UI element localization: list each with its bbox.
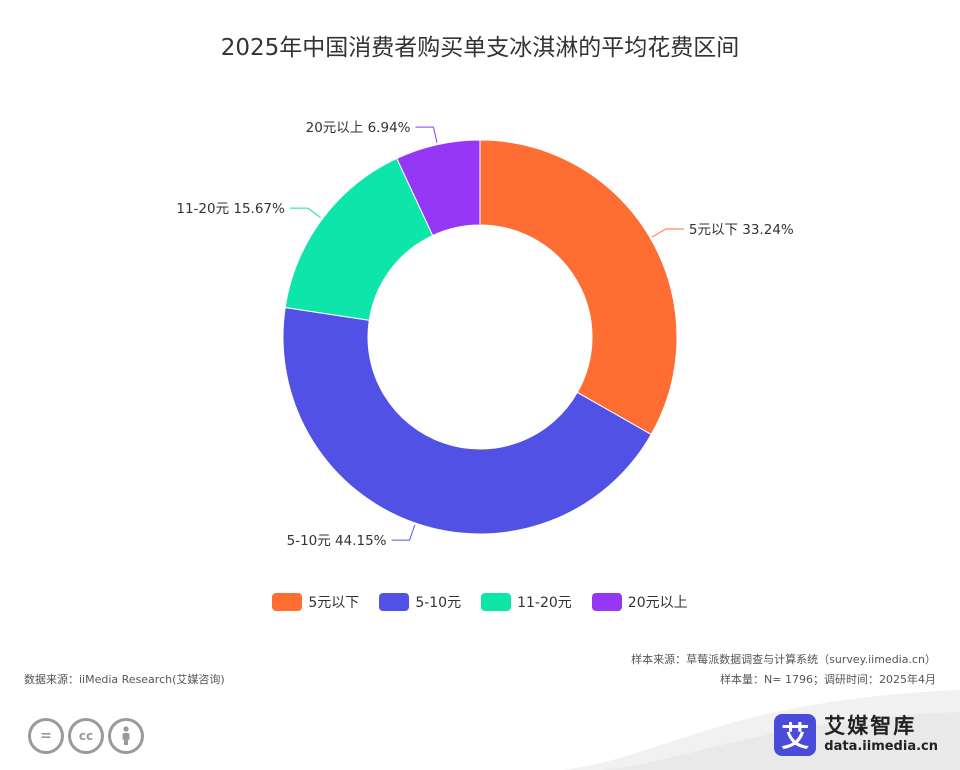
equals-icon: = [28,718,64,754]
brand-url[interactable]: data.iimedia.cn [824,739,938,754]
page-title: 2025年中国消费者购买单支冰淇淋的平均花费区间 [220,35,740,61]
legend-label: 20元以上 [627,595,688,611]
slice-2[interactable] [282,306,652,535]
donut-chart: 5元以下 33.24% 5-10元 44.15% 11-20元 15.67% 20元以… [176,120,794,549]
slice-4[interactable] [396,139,481,237]
leader-line-1 [651,228,684,238]
legend-swatch [591,593,622,611]
person-icon [108,718,144,754]
data-source-note: 数据来源：iiMedia Research(艾媒咨询) [24,673,225,686]
legend-item-3[interactable]: 11-20元 [481,592,572,612]
slice-label-3: 11-20元 15.67% [176,201,285,217]
brand-block[interactable]: 艾 艾媒智库 data.iimedia.cn [774,714,938,756]
leader-line-4 [415,126,438,143]
slice-label-1: 5元以下 33.24% [689,222,794,238]
slice-1[interactable] [479,139,678,436]
legend-label: 5-10元 [415,595,462,611]
chart-legend: 5元以下 5-10元 11-20元 20元以上 [0,592,960,612]
slice-label-2: 5-10元 44.15% [287,533,387,549]
legend-item-2[interactable]: 5-10元 [379,592,461,612]
legend-swatch [272,593,303,611]
brand-name: 艾媒智库 [824,714,917,738]
brand-logo: 艾 [774,714,817,756]
sample-source-note: 样本来源：草莓派数据调查与计算系统（survey.iimedia.cn） [631,653,936,666]
sample-size-note: 样本量：N= 1796；调研时间：2025年4月 [720,673,936,686]
leader-line-3 [289,207,321,219]
legend-label: 11-20元 [517,595,572,611]
legend-label: 5元以下 [308,595,360,611]
leader-line-2 [391,524,416,541]
legend-swatch [379,593,410,611]
legend-item-1[interactable]: 5元以下 [272,592,359,612]
legend-item-4[interactable]: 20元以上 [591,592,688,612]
license-icons: = cc [28,718,144,754]
slice-label-4: 20元以上 6.94% [306,120,411,136]
legend-swatch [481,593,512,611]
cc-icon: cc [68,718,104,754]
